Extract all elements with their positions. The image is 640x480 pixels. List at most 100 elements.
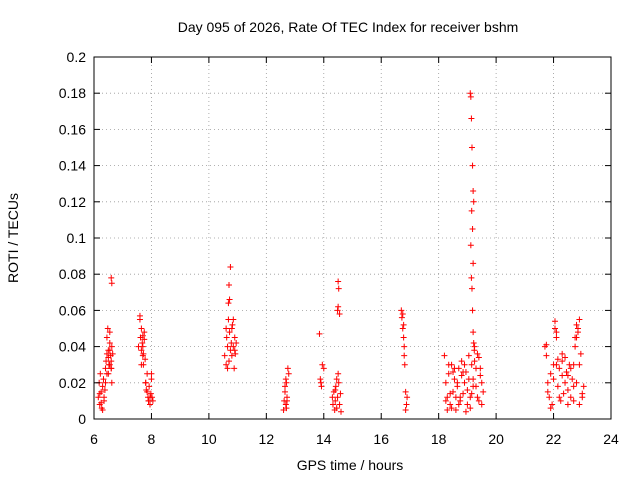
data-point — [229, 321, 236, 328]
data-point — [554, 356, 561, 363]
data-point — [468, 361, 475, 368]
data-point — [403, 401, 410, 408]
data-point — [226, 296, 233, 303]
data-point — [564, 387, 571, 394]
data-point — [139, 343, 146, 350]
data-point — [544, 379, 551, 386]
data-point — [99, 406, 106, 413]
data-point — [223, 361, 230, 368]
data-point — [231, 365, 238, 372]
data-point — [450, 368, 457, 375]
data-point — [470, 339, 477, 346]
data-point — [284, 397, 291, 404]
data-point — [335, 285, 342, 292]
data-point — [551, 318, 558, 325]
data-point — [329, 401, 336, 408]
data-point — [102, 365, 109, 372]
y-tick-label: 0 — [78, 411, 86, 427]
data-point — [106, 361, 113, 368]
data-point — [228, 352, 235, 359]
data-point — [148, 376, 155, 383]
chart-title: Day 095 of 2026, Rate Of TEC Index for r… — [178, 19, 519, 35]
data-point — [401, 361, 408, 368]
data-point — [445, 361, 452, 368]
data-point — [560, 390, 567, 397]
data-point — [570, 383, 577, 390]
data-point — [108, 343, 115, 350]
data-point — [547, 370, 554, 377]
data-point — [317, 379, 324, 386]
data-point — [398, 314, 405, 321]
x-axis-ticks: 6 8 10 12 14 16 18 20 22 24 — [90, 57, 619, 447]
data-point — [477, 372, 484, 379]
data-point — [553, 329, 560, 336]
data-point — [468, 207, 475, 214]
y-axis-label: ROTI / TECUs — [5, 193, 21, 283]
data-point — [399, 325, 406, 332]
data-point — [332, 387, 339, 394]
data-point — [317, 376, 324, 383]
data-point — [576, 361, 583, 368]
data-point — [400, 334, 407, 341]
data-point — [98, 399, 105, 406]
data-point — [232, 350, 239, 357]
data-point — [553, 334, 560, 341]
data-point — [96, 390, 103, 397]
data-point — [103, 370, 110, 377]
data-point — [225, 282, 232, 289]
data-point — [469, 162, 476, 169]
data-point — [465, 352, 472, 359]
data-point — [553, 361, 560, 368]
data-point — [106, 329, 113, 336]
data-point — [147, 390, 154, 397]
data-point — [447, 401, 454, 408]
data-point — [108, 358, 115, 365]
data-point — [105, 354, 112, 361]
data-point — [336, 401, 343, 408]
y-tick-label: 0.04 — [59, 339, 86, 355]
data-point — [547, 405, 554, 412]
data-point — [223, 334, 230, 341]
data-point — [402, 388, 409, 395]
data-point — [140, 350, 147, 357]
data-point — [398, 307, 405, 314]
data-point — [474, 394, 481, 401]
data-point — [318, 383, 325, 390]
data-point — [442, 379, 449, 386]
data-point — [569, 376, 576, 383]
y-tick-label: 0.1 — [67, 230, 87, 246]
data-point — [335, 278, 342, 285]
data-point — [109, 350, 116, 357]
data-point — [399, 311, 406, 318]
data-point — [401, 343, 408, 350]
data-point — [544, 388, 551, 395]
data-point — [470, 383, 477, 390]
data-point — [139, 339, 146, 346]
data-point — [442, 397, 449, 404]
data-point — [467, 90, 474, 97]
x-tick-label: 10 — [201, 431, 217, 447]
data-point — [319, 361, 326, 368]
data-point — [564, 401, 571, 408]
data-point — [336, 311, 343, 318]
plot-frame — [93, 56, 612, 420]
y-axis-ticks: 0 0.02 0.04 0.06 0.08 0.1 0.12 0.14 0.16 0.18 0.2 — [59, 49, 611, 427]
data-point — [138, 361, 145, 368]
data-point — [467, 242, 474, 249]
data-point — [101, 394, 108, 401]
data-point — [95, 394, 102, 401]
data-point — [469, 225, 476, 232]
data-point — [284, 365, 291, 372]
data-point — [562, 379, 569, 386]
x-axis-label: GPS time / hours — [297, 457, 404, 473]
data-point — [559, 372, 566, 379]
data-point — [335, 370, 342, 377]
data-point — [104, 325, 111, 332]
data-point — [108, 280, 115, 287]
grid-lines — [94, 57, 611, 419]
data-point — [564, 372, 571, 379]
data-point — [470, 329, 477, 336]
data-point — [334, 394, 341, 401]
data-point — [402, 406, 409, 413]
